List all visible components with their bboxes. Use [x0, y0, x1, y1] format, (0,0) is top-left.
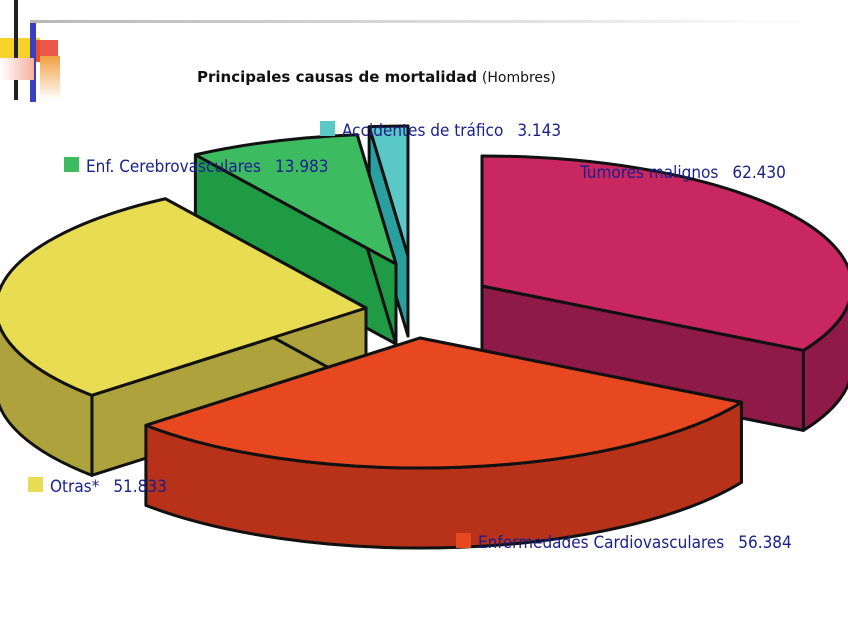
slice-value: 3.143 [517, 121, 561, 141]
slice-value: 56.384 [738, 533, 792, 553]
legend-entry: Accidentes de tráfico 3.143 [320, 121, 561, 141]
legend-swatch [28, 477, 43, 492]
legend-entry: Enf. Cerebrovasculares 13.983 [64, 157, 329, 177]
legend-swatch [558, 163, 573, 178]
slice-label: Accidentes de tráfico [342, 121, 503, 141]
pie-slice [144, 336, 743, 550]
pie-labels: Tumores malignos 62.430 Enfermedades Cardi… [28, 121, 792, 553]
chart-title: Principales causas de mortalidad (Hombre… [197, 68, 556, 86]
slice-label: Enf. Cerebrovasculares [86, 157, 261, 177]
legend-swatch [456, 533, 471, 548]
slice-value: 62.430 [732, 163, 786, 183]
slice-value: 51.833 [113, 477, 167, 497]
legend-entry: Enfermedades Cardiovasculares 56.384 [456, 533, 792, 553]
slice-label: Otras* [50, 477, 100, 497]
slice-label: Enfermedades Cardiovasculares [478, 533, 724, 553]
slice-value: 13.983 [275, 157, 329, 177]
top-rule [30, 20, 810, 23]
legend-swatch [64, 157, 79, 172]
slide-ornament [0, 0, 70, 110]
pie-slice [480, 154, 848, 432]
pie-slices [0, 124, 848, 550]
chart-title-sub: (Hombres) [481, 70, 556, 86]
legend-entry: Tumores malignos 62.430 [558, 163, 786, 183]
legend-entry: Otras* 51.833 [28, 477, 167, 497]
chart-title-main: Principales causas de mortalidad [197, 68, 478, 86]
legend-swatch [320, 121, 335, 136]
slice-label: Tumores malignos [579, 163, 718, 183]
